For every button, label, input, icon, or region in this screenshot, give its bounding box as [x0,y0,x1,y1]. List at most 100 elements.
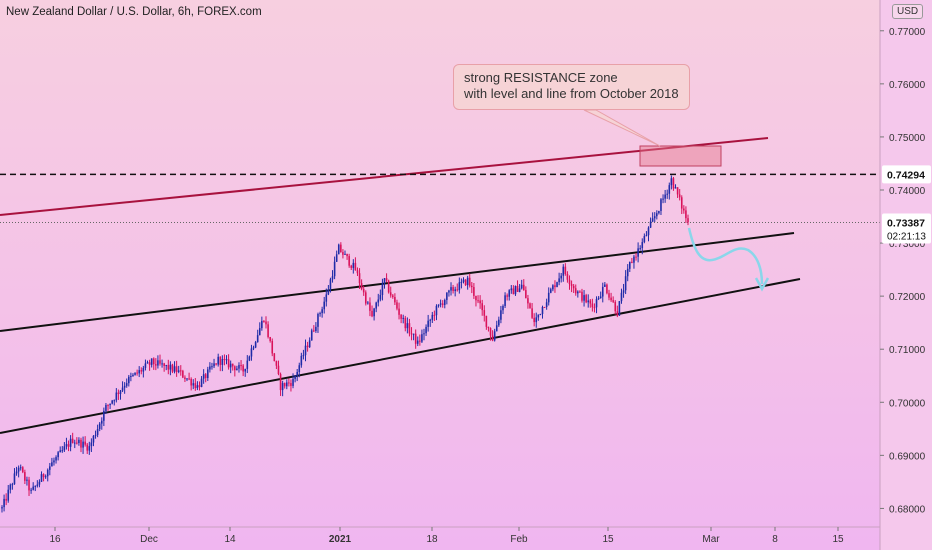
candle-body [313,330,315,332]
candle-body [522,284,525,291]
candle-body [269,337,271,341]
resistance-annotation[interactable]: strong RESISTANCE zone with level and li… [453,64,690,110]
candle-body [369,302,371,311]
candle-body [608,293,610,298]
candle-body [516,285,519,292]
candle-body [653,216,656,219]
candle-body [583,295,585,301]
candle-body [196,385,199,389]
candle-body [392,295,394,298]
candle-body [315,326,317,332]
candle-body [317,313,319,327]
candle-body [21,467,24,473]
candle-body [379,294,382,300]
candle-body [572,285,575,289]
candle-body [489,328,492,336]
candle-body [298,365,301,373]
candle-body [234,366,236,371]
candle-body [427,320,429,327]
candle-body [381,282,384,295]
candle-body [462,279,465,282]
candle-body [614,301,617,312]
candle-body [38,481,41,485]
y-tick-label: 0.73000 [889,239,926,250]
candle-body [211,366,213,368]
candle-body [628,261,631,269]
candle-body [618,301,621,316]
candle-body [468,277,471,286]
candle-body [319,313,321,315]
candle-body [337,244,340,255]
candle-body [105,405,107,411]
current-price-label-bg[interactable] [882,213,931,244]
candle-body [209,366,211,370]
candle-body [121,387,124,391]
candle-body [308,340,311,348]
candle-body [660,199,662,211]
candle-body [589,300,592,304]
candle-body [204,374,207,378]
candle-body [5,498,7,501]
candle-body [19,467,22,469]
candle-body [471,285,473,288]
candle-body [192,383,195,386]
candle-body [346,253,348,257]
candle-body [173,366,176,372]
candle-body [687,218,689,223]
candle-body [425,326,427,334]
candle-body [300,355,303,366]
price-axis[interactable]: 0.68000 0.69000 0.70000 0.71000 0.72000 0.730… [879,0,932,550]
candle-body [265,321,267,325]
candle-body [429,319,432,321]
candle-body [94,434,97,436]
chart-title: New Zealand Dollar / U.S. Dollar, 6h, FO… [6,6,262,18]
candle-body [581,291,583,301]
candle-body [631,261,633,263]
currency-badge[interactable]: USD [892,4,924,19]
y-tick-label: 0.72000 [889,292,926,303]
resistance-zone-box[interactable] [639,145,722,167]
candle-body [460,281,463,283]
candle-body [362,289,365,293]
time-axis[interactable]: 16 Dec 14 2021 18 Feb 15 Mar 8 15 [0,526,880,545]
candle-body [348,256,350,266]
candle-body [80,439,82,448]
candle-body [107,405,109,407]
annotation-pointer [583,109,661,147]
candle-body [635,256,637,258]
candle-body [539,313,542,315]
candle-body [198,385,201,387]
candle-body [493,331,496,341]
candle-body [1,507,3,509]
candle-body [100,420,103,424]
candle-body [545,302,548,308]
y-tick-label: 0.71000 [889,345,926,356]
x-tick-label: Mar [702,534,720,545]
candle-body [560,275,562,279]
candle-body [344,253,346,255]
candle-body [680,197,683,209]
candle-body [441,303,444,305]
y-tick-label: 0.70000 [889,398,926,409]
candle-body [258,328,261,336]
candle-body [500,310,502,320]
candle-body [67,444,70,447]
candle-body [658,210,660,214]
x-tick-label: Dec [140,534,158,545]
candle-body [238,365,240,369]
candle-body [412,333,415,335]
candle-body [552,285,554,290]
price-axis-bg[interactable] [880,0,932,550]
candle-body [186,378,188,380]
candle-body [502,305,504,311]
candle-body [184,377,186,379]
candle-body [281,383,284,391]
candle-body [246,360,249,369]
resistance-price-label-bg[interactable] [882,165,931,184]
y-tick-label: 0.74000 [889,186,926,197]
candle-body [150,358,153,365]
candle-body [30,489,32,491]
candle-body [626,268,629,277]
